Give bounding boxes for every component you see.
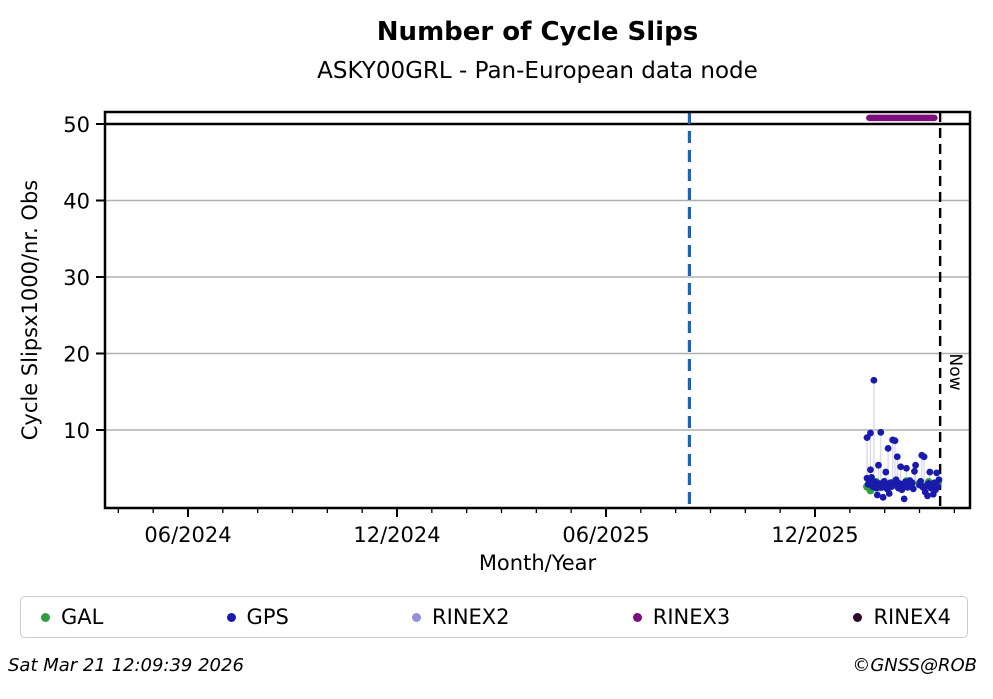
chart-title: Number of Cycle Slips xyxy=(376,17,699,47)
legend-label: GPS xyxy=(246,605,289,629)
data-point-gps xyxy=(885,490,893,497)
x-tick-label: 06/2024 xyxy=(144,523,231,547)
legend-marker-icon xyxy=(632,612,642,622)
y-tick-label: 40 xyxy=(63,190,90,214)
data-point-gps xyxy=(879,493,887,501)
data-point-gps xyxy=(924,492,931,500)
data-point-gps xyxy=(867,466,874,474)
x-tick-label: 12/2024 xyxy=(353,523,440,547)
data-point-gps xyxy=(884,444,892,452)
data-point-gps xyxy=(909,485,917,493)
legend-label: RINEX2 xyxy=(432,605,510,629)
data-point-gps xyxy=(908,479,916,487)
copyright-credit: ©GNSS@ROB xyxy=(852,655,977,676)
data-point-gps xyxy=(870,376,878,384)
legend-label: RINEX4 xyxy=(873,605,951,629)
data-point-gps xyxy=(882,468,890,476)
y-tick-label: 50 xyxy=(63,113,90,137)
y-tick-label: 30 xyxy=(63,266,90,290)
data-point-gps xyxy=(897,463,905,471)
y-tick-label: 20 xyxy=(63,343,90,367)
legend-item-rinex3: RINEX3 xyxy=(632,605,731,629)
data-point-gps xyxy=(903,464,910,472)
y-tick-label: 10 xyxy=(63,419,90,443)
data-point-gps xyxy=(934,483,942,491)
data-point-gps xyxy=(911,467,918,475)
legend-label: RINEX3 xyxy=(652,605,731,629)
legend-item-rinex2: RINEX2 xyxy=(412,605,510,629)
legend-marker-icon xyxy=(41,612,50,622)
chart-canvas: 10 20 30 40 50 06/2024 12/2024 06/2025 12/2025 xyxy=(63,110,972,547)
legend-marker-icon xyxy=(412,612,422,622)
data-point-gps xyxy=(900,495,908,503)
data-point-gps xyxy=(893,453,901,461)
chart-legend: GAL GPS RINEX2 RINEX3 RINEX4 xyxy=(20,596,968,638)
data-point-gps xyxy=(933,469,941,477)
plot-timestamp: Sat Mar 21 12:09:39 2026 xyxy=(8,655,244,676)
data-point-gps xyxy=(917,477,925,485)
chart-subtitle: ASKY00GRL - Pan-European data node xyxy=(317,58,758,84)
legend-marker-icon xyxy=(226,612,236,622)
data-point-gps xyxy=(867,429,874,437)
data-point-gps xyxy=(891,437,899,445)
data-point-gps xyxy=(877,428,885,436)
legend-item-gps: GPS xyxy=(226,605,289,629)
plot-frame xyxy=(103,110,972,510)
data-point-gps xyxy=(935,476,943,484)
legend-item-gal: GAL xyxy=(41,605,103,629)
x-axis-label: Month/Year xyxy=(478,551,597,575)
legend-item-rinex4: RINEX4 xyxy=(853,605,951,629)
data-point-gps xyxy=(912,461,920,469)
x-tick-label: 06/2025 xyxy=(562,523,649,547)
legend-label: GAL xyxy=(61,605,104,629)
now-line-label: Now xyxy=(945,353,966,391)
x-tick-label: 12/2025 xyxy=(771,523,858,547)
data-point-gps xyxy=(926,468,934,476)
legend-marker-icon xyxy=(853,612,863,622)
data-point-gps xyxy=(920,453,928,461)
data-point-gps xyxy=(873,491,881,499)
data-point-gps xyxy=(875,461,882,469)
y-axis-label: Cycle Slipsx1000/nr. Obs xyxy=(18,179,42,441)
